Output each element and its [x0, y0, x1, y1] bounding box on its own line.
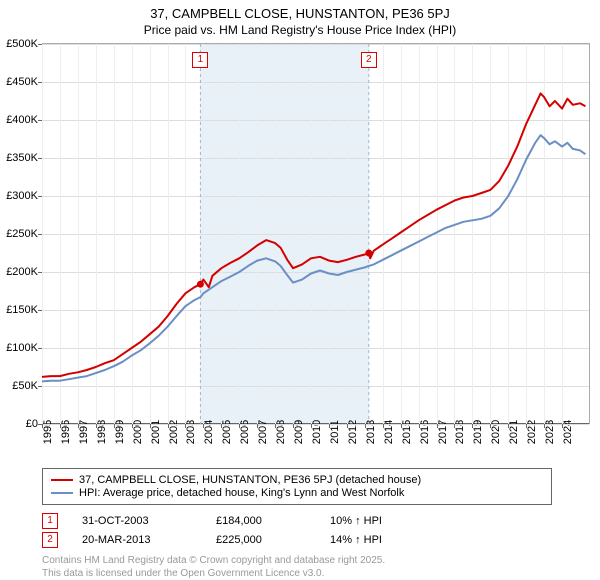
x-tick [347, 424, 348, 428]
y-tick-label: £200K [6, 266, 38, 278]
x-tick [42, 424, 43, 428]
x-tick [544, 424, 545, 428]
x-tick [293, 424, 294, 428]
chart-subtitle: Price paid vs. HM Land Registry's House … [0, 23, 600, 37]
y-tick [38, 196, 42, 197]
x-tick [508, 424, 509, 428]
x-tick [472, 424, 473, 428]
x-tick [257, 424, 258, 428]
x-tick [150, 424, 151, 428]
x-tick [114, 424, 115, 428]
y-tick-label: £100K [6, 342, 38, 354]
x-tick [239, 424, 240, 428]
sale-point-dot [197, 281, 204, 288]
sale-date: 20-MAR-2013 [82, 534, 192, 546]
chart-legend: 37, CAMPBELL CLOSE, HUNSTANTON, PE36 5PJ… [42, 468, 552, 505]
x-tick [454, 424, 455, 428]
x-tick [203, 424, 204, 428]
sale-vs-hpi: 10% ↑ HPI [330, 515, 382, 527]
y-tick [38, 44, 42, 45]
y-tick-label: £150K [6, 304, 38, 316]
y-tick [38, 386, 42, 387]
x-axis-labels: 1995199619971998199920002001200220032004… [42, 426, 589, 460]
y-tick [38, 120, 42, 121]
legend-swatch [51, 479, 73, 481]
y-tick [38, 234, 42, 235]
y-tick [38, 158, 42, 159]
sale-marker-box: 1 [192, 52, 208, 68]
y-tick-label: £50K [12, 380, 38, 392]
x-tick [437, 424, 438, 428]
x-tick [562, 424, 563, 428]
x-tick [329, 424, 330, 428]
x-tick [490, 424, 491, 428]
x-tick [185, 424, 186, 428]
y-tick-label: £250K [6, 228, 38, 240]
sale-date: 31-OCT-2003 [82, 515, 192, 527]
chart-container: 37, CAMPBELL CLOSE, HUNSTANTON, PE36 5PJ… [0, 6, 600, 566]
sale-point-dot [365, 250, 372, 257]
chart-lines [42, 44, 589, 424]
y-tick-label: £350K [6, 152, 38, 164]
x-tick [60, 424, 61, 428]
x-tick [365, 424, 366, 428]
chart-title: 37, CAMPBELL CLOSE, HUNSTANTON, PE36 5PJ [0, 6, 600, 21]
x-tick [168, 424, 169, 428]
y-tick-label: £500K [6, 38, 38, 50]
footer-line: This data is licensed under the Open Gov… [42, 567, 600, 580]
y-tick [38, 272, 42, 273]
x-tick [275, 424, 276, 428]
x-tick [132, 424, 133, 428]
x-tick [221, 424, 222, 428]
y-tick-label: £450K [6, 76, 38, 88]
x-tick [96, 424, 97, 428]
sale-marker-icon: 2 [42, 532, 58, 548]
legend-item: 37, CAMPBELL CLOSE, HUNSTANTON, PE36 5PJ… [51, 474, 543, 486]
legend-swatch [51, 492, 73, 494]
x-tick [311, 424, 312, 428]
sales-row: 1 31-OCT-2003 £184,000 10% ↑ HPI [42, 513, 552, 529]
sale-marker-icon: 1 [42, 513, 58, 529]
x-tick [526, 424, 527, 428]
legend-item: HPI: Average price, detached house, King… [51, 487, 543, 499]
sale-vs-hpi: 14% ↑ HPI [330, 534, 382, 546]
sale-price: £184,000 [216, 515, 306, 527]
y-tick-label: £0 [26, 418, 38, 430]
y-tick [38, 310, 42, 311]
series-property_price [42, 93, 585, 377]
x-tick [383, 424, 384, 428]
chart-footer: Contains HM Land Registry data © Crown c… [42, 554, 600, 580]
footer-line: Contains HM Land Registry data © Crown c… [42, 554, 600, 567]
y-tick [38, 348, 42, 349]
y-tick [38, 82, 42, 83]
sales-row: 2 20-MAR-2013 £225,000 14% ↑ HPI [42, 532, 552, 548]
legend-label: 37, CAMPBELL CLOSE, HUNSTANTON, PE36 5PJ… [79, 474, 421, 486]
sales-table: 1 31-OCT-2003 £184,000 10% ↑ HPI 2 20-MA… [42, 513, 552, 548]
y-tick-label: £400K [6, 114, 38, 126]
x-tick [401, 424, 402, 428]
gridline-h [42, 424, 589, 425]
chart-plot-area: £0£50K£100K£150K£200K£250K£300K£350K£400… [42, 43, 590, 424]
x-tick [78, 424, 79, 428]
x-tick [419, 424, 420, 428]
legend-label: HPI: Average price, detached house, King… [79, 487, 404, 499]
y-tick-label: £300K [6, 190, 38, 202]
y-axis-labels: £0£50K£100K£150K£200K£250K£300K£350K£400… [0, 44, 40, 424]
sale-marker-box: 2 [361, 52, 377, 68]
sale-price: £225,000 [216, 534, 306, 546]
